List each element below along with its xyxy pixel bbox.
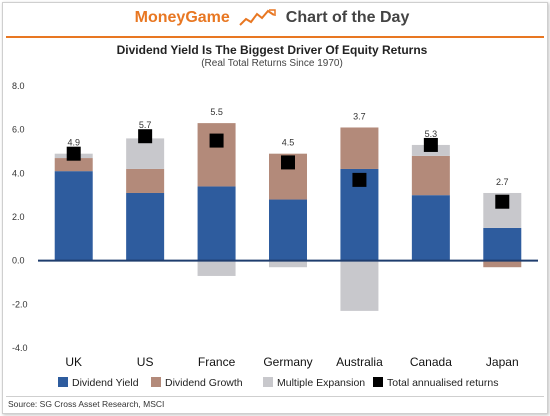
chart-title: Dividend Yield Is The Biggest Driver Of … — [116, 43, 428, 57]
x-category-label: Australia — [336, 355, 383, 369]
x-category-label: France — [198, 355, 236, 369]
legend-swatch — [373, 377, 383, 387]
section-title: Chart of the Day — [285, 9, 410, 26]
total-return-marker — [281, 155, 295, 170]
chart-subtitle: (Real Total Returns Since 1970) — [201, 58, 343, 69]
y-tick-label: 2.0 — [12, 212, 25, 222]
bar-segment — [269, 260, 307, 268]
legend-label: Total annualised returns — [387, 377, 499, 389]
legend-swatch — [263, 377, 273, 387]
x-category-label: UK — [65, 355, 82, 369]
bar-segment — [126, 168, 165, 193]
x-category-label: US — [137, 355, 154, 369]
source-divider — [6, 396, 544, 397]
total-return-label: 3.7 — [353, 111, 366, 121]
legend-swatch — [58, 377, 68, 387]
bar-segment — [411, 195, 450, 261]
total-return-label: 5.3 — [425, 129, 438, 139]
bar-segment — [197, 186, 236, 261]
header-divider — [6, 36, 544, 38]
bar-segment — [54, 171, 93, 261]
total-return-label: 4.5 — [282, 138, 295, 148]
legend-swatch — [151, 377, 161, 387]
y-tick-label: 4.0 — [12, 168, 25, 178]
y-tick-label: -4.0 — [12, 343, 28, 353]
legend-label: Multiple Expansion — [277, 377, 365, 389]
bar-segment — [126, 192, 165, 261]
trend-line-icon — [239, 9, 276, 26]
x-category-label: Germany — [263, 355, 312, 369]
bar-segment — [197, 260, 236, 276]
total-return-marker — [66, 146, 81, 161]
bar-segment — [483, 260, 522, 268]
bar-segment — [126, 138, 165, 169]
total-return-label: 2.7 — [496, 177, 509, 187]
y-tick-label: 8.0 — [12, 81, 25, 91]
x-category-label: Japan — [486, 355, 519, 369]
total-return-marker — [209, 133, 224, 148]
bar-segment — [483, 227, 522, 261]
legend-label: Dividend Yield — [72, 377, 139, 389]
bar-segment — [340, 260, 379, 311]
x-category-label: Canada — [410, 355, 452, 369]
total-return-marker — [352, 172, 367, 187]
total-return-marker — [138, 129, 153, 144]
total-return-label: 5.7 — [139, 120, 152, 130]
bar-segment — [411, 155, 450, 196]
source-note: Source: SG Cross Asset Research, MSCI — [8, 399, 165, 409]
y-tick-label: 6.0 — [12, 125, 25, 135]
bar-segment — [340, 127, 379, 169]
bar-segment — [269, 199, 307, 261]
total-return-label: 5.5 — [210, 107, 223, 117]
brand-logo: MoneyGame — [134, 9, 230, 26]
bar-segment — [54, 158, 93, 172]
total-return-marker — [495, 194, 510, 209]
total-return-label: 4.9 — [67, 138, 80, 148]
y-tick-label: 0.0 — [12, 256, 25, 266]
bar-segment — [197, 123, 236, 187]
legend-label: Dividend Growth — [165, 377, 243, 389]
y-tick-label: -2.0 — [12, 299, 28, 309]
header-bar: MoneyGame Chart of the Day — [0, 0, 544, 36]
total-return-marker — [423, 137, 438, 152]
